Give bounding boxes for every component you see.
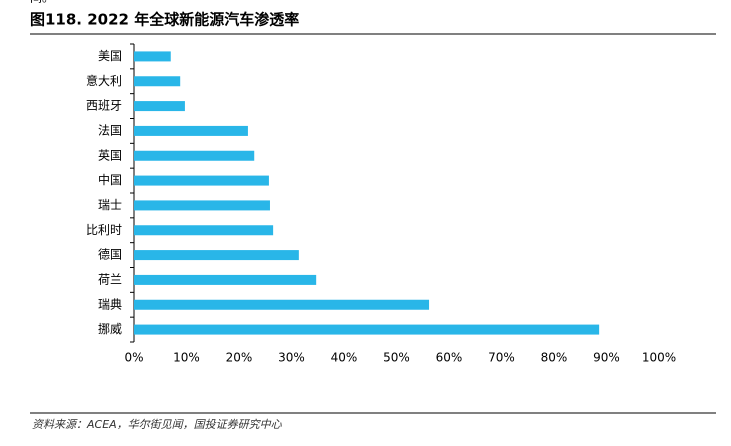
bar bbox=[134, 225, 274, 236]
x-tick-label: 50% bbox=[383, 351, 410, 365]
y-tick-label: 瑞士 bbox=[98, 198, 122, 212]
bar bbox=[134, 125, 248, 136]
y-tick-label: 美国 bbox=[98, 49, 122, 63]
x-tick-label: 0% bbox=[124, 351, 143, 365]
y-tick-label: 西班牙 bbox=[86, 99, 122, 113]
bar bbox=[134, 200, 270, 211]
bar bbox=[134, 274, 317, 285]
chart-title: 图118. 2022 年全球新能源汽车渗透率 bbox=[30, 11, 299, 29]
source-note: 资料来源：ACEA，华尔街见闻，国投证券研究中心 bbox=[32, 418, 283, 431]
bar bbox=[134, 150, 255, 161]
y-tick-label: 意大利 bbox=[86, 73, 122, 88]
x-tick-label: 30% bbox=[278, 351, 305, 365]
x-tick-label: 70% bbox=[488, 351, 515, 365]
y-tick-label: 法国 bbox=[98, 123, 122, 137]
bar bbox=[134, 250, 299, 261]
x-tick-label: 80% bbox=[541, 351, 568, 365]
x-tick-label: 60% bbox=[436, 351, 463, 365]
y-tick-label: 德国 bbox=[98, 247, 122, 262]
y-tick-label: 瑞典 bbox=[98, 297, 122, 311]
x-tick-label: 40% bbox=[331, 351, 358, 365]
y-tick-label: 比利时 bbox=[86, 223, 122, 237]
bar bbox=[134, 101, 185, 112]
y-tick-label: 中国 bbox=[98, 172, 122, 187]
y-tick-label: 荷兰 bbox=[98, 272, 122, 286]
bar bbox=[134, 51, 171, 62]
x-tick-label: 90% bbox=[593, 351, 620, 365]
y-tick-label: 挪威 bbox=[98, 322, 122, 336]
bar bbox=[134, 324, 600, 335]
bar bbox=[134, 299, 430, 310]
page-fragment: 间。 bbox=[30, 0, 54, 5]
bar bbox=[134, 76, 181, 87]
x-tick-label: 20% bbox=[226, 351, 253, 365]
x-tick-label: 100% bbox=[642, 351, 676, 365]
y-tick-label: 英国 bbox=[98, 148, 122, 162]
x-tick-label: 10% bbox=[173, 351, 200, 365]
bar bbox=[134, 175, 269, 186]
